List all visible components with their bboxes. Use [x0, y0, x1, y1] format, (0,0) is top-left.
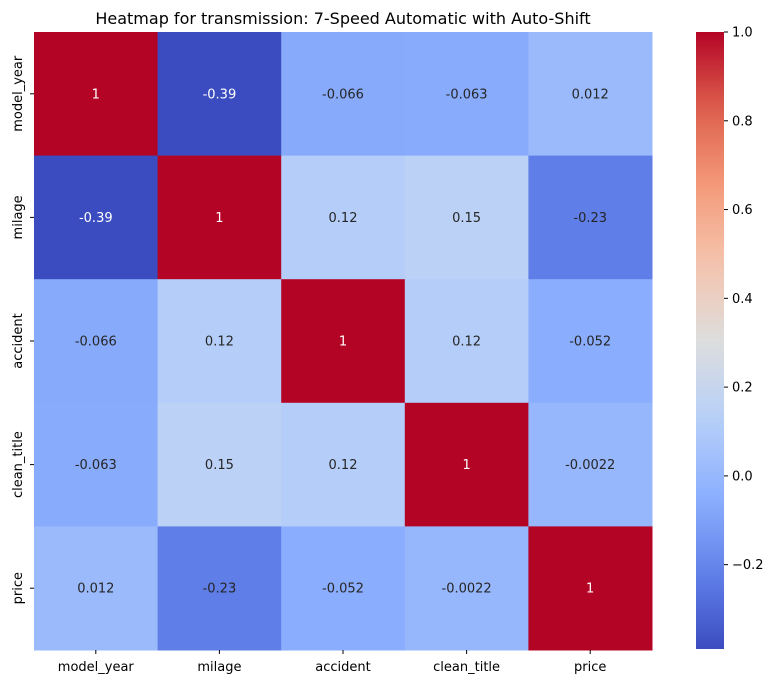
heatmap-cell-milage-model_year: [34, 155, 159, 280]
cell-value-label: 0.12: [329, 458, 358, 473]
heatmap-cell-clean_title-clean_title: [404, 402, 529, 527]
chart-title: Heatmap for transmission: 7-Speed Automa…: [95, 9, 590, 28]
x-tick-label-accident: accident: [315, 660, 370, 675]
heatmap-cell-model_year-accident: [281, 32, 406, 157]
heatmap-cell-model_year-clean_title: [404, 32, 529, 157]
cell-value-label: -0.063: [446, 87, 488, 102]
cell-value-label: -0.39: [79, 211, 113, 226]
cell-value-label: -0.066: [75, 335, 117, 350]
colorbar-tick-label: 0.8: [732, 114, 753, 129]
cell-value-label: -0.0022: [442, 582, 492, 597]
heatmap-cell-model_year-milage: [157, 32, 282, 157]
y-tick-label-milage: milage: [11, 195, 26, 239]
cell-value-label: 0.012: [77, 582, 114, 597]
heatmap-cell-price-accident: [281, 526, 406, 651]
heatmap-cell-accident-model_year: [34, 279, 159, 404]
colorbar-axis: −0.2 0.0 0.2 0.4 0.6 0.8 1.0: [724, 26, 764, 573]
y-tick-label-clean_title: clean_title: [11, 431, 26, 498]
heatmap-cell-model_year-price: [528, 32, 653, 157]
y-tick-label-model_year: model_year: [11, 55, 26, 132]
heatmap-cells: 1 -0.39 -0.066 -0.063 0.012 -0.39 1 0.12 0.15 -0.…: [34, 32, 653, 651]
cell-value-label: 1: [92, 87, 100, 102]
cell-value-label: -0.23: [203, 582, 237, 597]
y-tick-label-accident: accident: [11, 313, 26, 368]
colorbar-tick-label: −0.2: [732, 558, 764, 573]
heatmap-cell-price-model_year: [34, 526, 159, 651]
heatmap-cell-accident-milage: [157, 279, 282, 404]
cell-value-label: -0.052: [569, 335, 611, 350]
cell-value-label: 0.12: [205, 335, 234, 350]
heatmap-cell-price-milage: [157, 526, 282, 651]
x-tick-label-price: price: [574, 660, 606, 675]
cell-value-label: -0.0022: [565, 458, 615, 473]
x-axis: model_year milage accident clean_title price: [58, 650, 606, 675]
x-tick-label-model_year: model_year: [58, 660, 135, 675]
heatmap-cell-model_year-model_year: [34, 32, 159, 157]
heatmap-cell-accident-accident: [281, 279, 406, 404]
heatmap-cell-milage-milage: [157, 155, 282, 280]
heatmap-cell-milage-accident: [281, 155, 406, 280]
cell-value-label: 0.12: [452, 335, 481, 350]
colorbar-tick-label: 0.2: [732, 381, 753, 396]
heatmap-cell-clean_title-accident: [281, 402, 406, 527]
x-tick-label-milage: milage: [197, 660, 241, 675]
cell-value-label: -0.052: [322, 582, 364, 597]
heatmap-cell-price-clean_title: [404, 526, 529, 651]
colorbar-tick-label: 0.4: [732, 292, 753, 307]
heatmap-cell-accident-clean_title: [404, 279, 529, 404]
heatmap-cell-clean_title-milage: [157, 402, 282, 527]
heatmap-cell-milage-price: [528, 155, 653, 280]
cell-value-label: 0.15: [452, 211, 481, 226]
colorbar: [696, 32, 724, 649]
y-tick-label-price: price: [11, 572, 26, 604]
cell-value-label: 1: [462, 458, 470, 473]
heatmap-cell-accident-price: [528, 279, 653, 404]
heatmap-cell-clean_title-model_year: [34, 402, 159, 527]
colorbar-tick-label: 0.6: [732, 203, 753, 218]
colorbar-tick-label: 0.0: [732, 469, 753, 484]
cell-value-label: 0.15: [205, 458, 234, 473]
cell-value-label: -0.23: [573, 211, 607, 226]
cell-value-label: 1: [339, 335, 347, 350]
heatmap-cell-price-price: [528, 526, 653, 651]
cell-value-label: 1: [215, 211, 223, 226]
heatmap-cell-clean_title-price: [528, 402, 653, 527]
heatmap-cell-milage-clean_title: [404, 155, 529, 280]
cell-value-label: -0.063: [75, 458, 117, 473]
cell-value-label: 0.12: [329, 211, 358, 226]
cell-value-label: -0.39: [203, 87, 237, 102]
cell-value-label: 1: [586, 582, 594, 597]
x-tick-label-clean_title: clean_title: [433, 660, 500, 675]
cell-value-label: -0.066: [322, 87, 364, 102]
cell-value-label: 0.012: [572, 87, 609, 102]
colorbar-tick-label: 1.0: [732, 26, 753, 41]
